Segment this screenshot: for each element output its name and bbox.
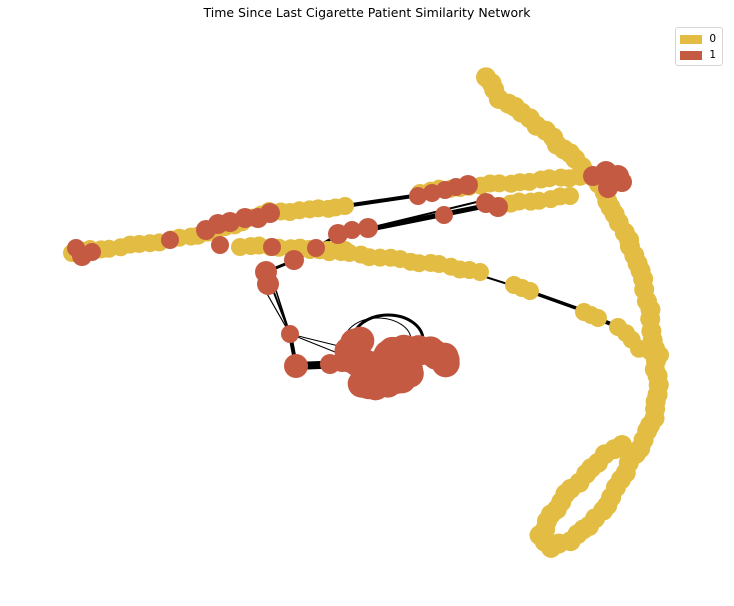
network-node bbox=[220, 212, 240, 232]
legend-entry-1: 1 bbox=[680, 47, 716, 63]
network-node bbox=[344, 344, 373, 373]
network-node bbox=[612, 172, 632, 192]
network-node bbox=[307, 239, 325, 257]
network-node bbox=[257, 273, 279, 295]
network-node bbox=[211, 236, 229, 254]
network-node bbox=[488, 197, 508, 217]
network-node bbox=[161, 231, 179, 249]
legend-entry-0: 0 bbox=[680, 31, 716, 47]
network-node bbox=[409, 187, 427, 205]
network-node bbox=[343, 221, 361, 239]
network-node bbox=[263, 238, 281, 256]
legend: 0 1 bbox=[675, 27, 723, 66]
chart-title: Time Since Last Cigarette Patient Simila… bbox=[203, 5, 531, 20]
node-layer bbox=[63, 67, 669, 558]
network-node bbox=[284, 354, 308, 378]
network-node bbox=[336, 197, 354, 215]
network-edge bbox=[344, 193, 421, 208]
network-node bbox=[651, 346, 669, 364]
network-node bbox=[390, 357, 419, 386]
network-node bbox=[435, 206, 453, 224]
network-node bbox=[260, 203, 280, 223]
legend-swatch-1 bbox=[680, 50, 703, 60]
network-node bbox=[284, 250, 304, 270]
legend-swatch-0 bbox=[680, 34, 703, 44]
network-node bbox=[336, 241, 354, 259]
legend-label-1: 1 bbox=[709, 49, 716, 61]
legend-label-0: 0 bbox=[709, 33, 716, 45]
network-node bbox=[328, 224, 348, 244]
network-node bbox=[471, 263, 489, 281]
network-node bbox=[83, 243, 101, 261]
network-node bbox=[521, 282, 539, 300]
network-node bbox=[589, 309, 607, 327]
network-node bbox=[612, 435, 632, 455]
network-node bbox=[281, 325, 299, 343]
network-node bbox=[458, 175, 478, 195]
network-node bbox=[561, 187, 579, 205]
network-node bbox=[358, 218, 378, 238]
network-node bbox=[431, 349, 460, 378]
